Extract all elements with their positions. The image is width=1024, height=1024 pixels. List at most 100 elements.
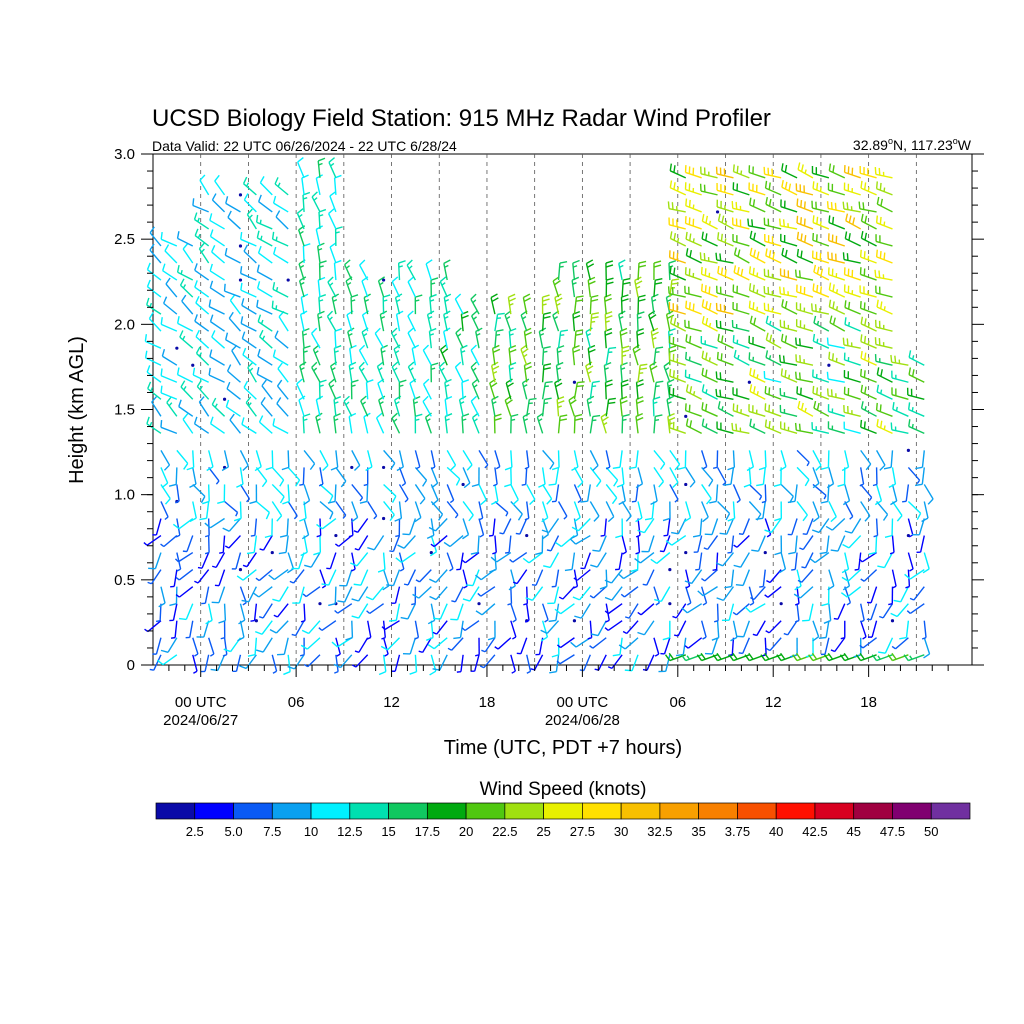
wind-barb [526,397,537,417]
barb-staff [891,484,898,502]
wind-barb [350,552,369,567]
wind-barb [635,518,641,538]
wind-barb [238,568,243,572]
barb-staff [146,423,162,434]
barb-half-flag [321,585,327,589]
barb-flag [429,670,437,676]
barb-staff [520,637,528,654]
wind-barb [826,388,845,400]
barb-staff [557,416,561,434]
barb-flag [295,479,301,487]
barb-staff [239,501,242,519]
wind-barb [812,333,830,349]
wind-barb [199,501,210,521]
barb-staff [433,637,448,650]
barb-staff [748,467,752,485]
barb-flag [781,179,784,188]
barb-flag [300,644,308,650]
wind-barb [551,569,560,588]
barb-flag [717,232,720,240]
wind-barb [311,361,321,383]
barb-half-flag [415,299,420,302]
barb-staff [635,382,639,400]
wind-barb [624,654,639,672]
wind-barb [922,552,930,574]
barb-flag [844,300,847,308]
barb-staff [573,450,579,468]
wind-barb [286,278,290,282]
barb-staff [831,518,846,531]
barb-staff [491,399,496,417]
barb-staff [653,280,656,298]
barb-staff [194,320,210,332]
barb-flag [299,361,307,367]
barb-flag [733,247,737,255]
barb-half-flag [835,289,839,294]
wind-barb [684,319,702,332]
wind-barb [796,215,814,230]
barb-half-flag [472,367,477,372]
wind-barb [701,315,718,332]
wind-barb [780,421,798,435]
barb-half-flag [761,500,767,504]
barb-half-flag [859,644,864,649]
wind-barb [590,552,607,568]
wind-barb [276,397,289,417]
wind-barb [494,500,509,517]
barb-flag [828,299,832,308]
colorbar-swatch [582,802,622,820]
wind-barb [573,501,581,523]
barb-staff [923,484,934,500]
barb-half-flag [220,637,225,640]
barb-staff [650,331,655,349]
wind-barb [711,620,720,641]
barb-half-flag [461,627,466,631]
barb-flag [391,495,397,503]
barb-staff [243,199,257,213]
barb-flag [311,191,318,198]
barb-staff [780,450,787,467]
wind-barb [491,344,501,366]
barb-staff [732,484,741,501]
barb-flag [176,367,180,375]
wind-barb [781,163,798,179]
barb-staff [229,300,242,315]
wind-barb [830,637,846,653]
wind-barb [377,276,386,298]
barb-staff [905,620,910,638]
barb-flag [272,282,276,290]
barb-half-flag [472,316,478,320]
barb-half-flag [395,350,400,354]
wind-barb [175,346,179,350]
barb-staff [510,603,517,621]
barb-flag [671,278,680,281]
wind-barb [813,315,830,332]
wind-barb [748,165,766,179]
barb-flag [669,163,673,171]
wind-barb [779,286,798,298]
barb-staff [764,637,767,655]
barb-staff [753,586,766,600]
barb-staff [765,322,782,332]
barb-half-flag [522,316,527,320]
wind-barb [366,620,372,640]
barb-flag [716,597,724,602]
barb-half-flag [605,619,610,623]
wind-barb [451,586,464,603]
barb-staff [605,466,619,481]
barb-flag [717,213,721,221]
barb-flag [158,602,166,608]
barb-flag [636,383,644,387]
barb-flag [163,296,168,304]
wind-barb [146,262,162,281]
wind-barb [701,213,718,230]
wind-barb [765,620,782,634]
barb-flag [841,466,849,472]
wind-barb [685,231,702,247]
barb-staff [531,586,544,601]
barb-flag [860,350,863,359]
barb-flag [618,644,626,650]
barb-staff [876,222,893,230]
barb-staff [378,399,385,417]
wind-barb [554,293,563,315]
